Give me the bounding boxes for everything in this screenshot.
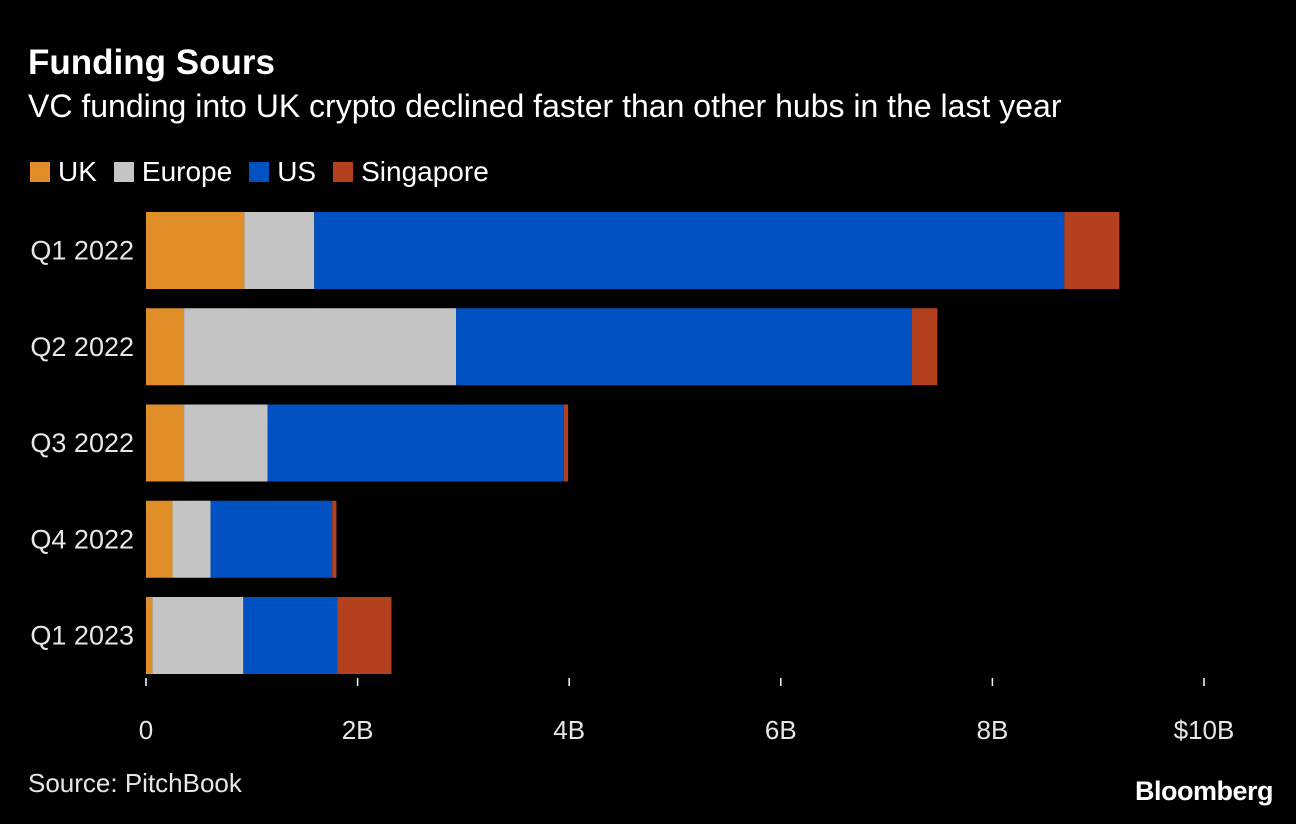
x-tick-label-8b: 8B xyxy=(976,715,1008,745)
bar-us-q3-2022 xyxy=(267,404,564,482)
bar-singapore-q2-2022 xyxy=(911,308,938,386)
bar-us-q2-2022 xyxy=(455,308,912,386)
chart-title: Funding Sours xyxy=(28,43,275,82)
legend-item-us: US xyxy=(249,156,316,188)
x-tick-label--10b: $10B xyxy=(1174,715,1235,745)
chart-subtitle: VC funding into UK crypto declined faste… xyxy=(28,88,1062,124)
x-tick-label-2b: 2B xyxy=(342,715,374,745)
bar-singapore-q1-2022 xyxy=(1064,212,1120,289)
bloomberg-logo: Bloomberg xyxy=(1134,776,1274,806)
legend-swatch-uk xyxy=(30,162,50,182)
bar-uk-q1-2022 xyxy=(146,212,245,289)
category-label-q3-2022: Q3 2022 xyxy=(30,428,134,458)
category-label-q2-2022: Q2 2022 xyxy=(30,332,134,362)
bar-europe-q1-2023 xyxy=(152,597,244,674)
category-label-q1-2022: Q1 2022 xyxy=(30,236,134,266)
bar-us-q1-2022 xyxy=(314,212,1065,289)
legend-item-uk: UK xyxy=(30,156,97,188)
legend-label-uk: UK xyxy=(58,156,97,187)
legend-swatch-us xyxy=(249,162,270,182)
x-tick-label-4b: 4B xyxy=(553,715,585,745)
bar-uk-q1-2023 xyxy=(146,597,153,674)
legend-item-europe: Europe xyxy=(113,156,233,188)
x-tick-label-6b: 6B xyxy=(765,715,797,745)
bar-singapore-q3-2022 xyxy=(563,404,569,482)
bar-europe-q2-2022 xyxy=(184,308,456,386)
bar-europe-q4-2022 xyxy=(172,500,211,578)
category-label-q4-2022: Q4 2022 xyxy=(30,524,134,554)
bar-europe-q3-2022 xyxy=(184,404,268,482)
bar-singapore-q4-2022 xyxy=(332,500,337,578)
legend-label-us: US xyxy=(277,156,317,187)
legend-swatch-europe xyxy=(113,162,134,182)
x-tick-label-0: 0 xyxy=(139,715,153,745)
bar-us-q1-2023 xyxy=(243,597,338,674)
legend-label-singapore: Singapore xyxy=(361,156,489,187)
legend-label-europe: Europe xyxy=(141,156,233,187)
legend-swatch-singapore xyxy=(333,162,354,182)
legend-item-singapore: Singapore xyxy=(333,156,489,188)
chart-legend: UK Europe US Singapore xyxy=(30,155,506,189)
bar-uk-q2-2022 xyxy=(146,308,185,386)
bar-uk-q4-2022 xyxy=(146,500,173,578)
bar-singapore-q1-2023 xyxy=(337,597,392,674)
source-note: Source: PitchBook xyxy=(28,768,242,798)
bar-us-q4-2022 xyxy=(210,500,333,578)
bar-uk-q3-2022 xyxy=(146,404,185,482)
category-label-q1-2023: Q1 2023 xyxy=(30,621,134,651)
bar-europe-q1-2022 xyxy=(244,212,315,289)
